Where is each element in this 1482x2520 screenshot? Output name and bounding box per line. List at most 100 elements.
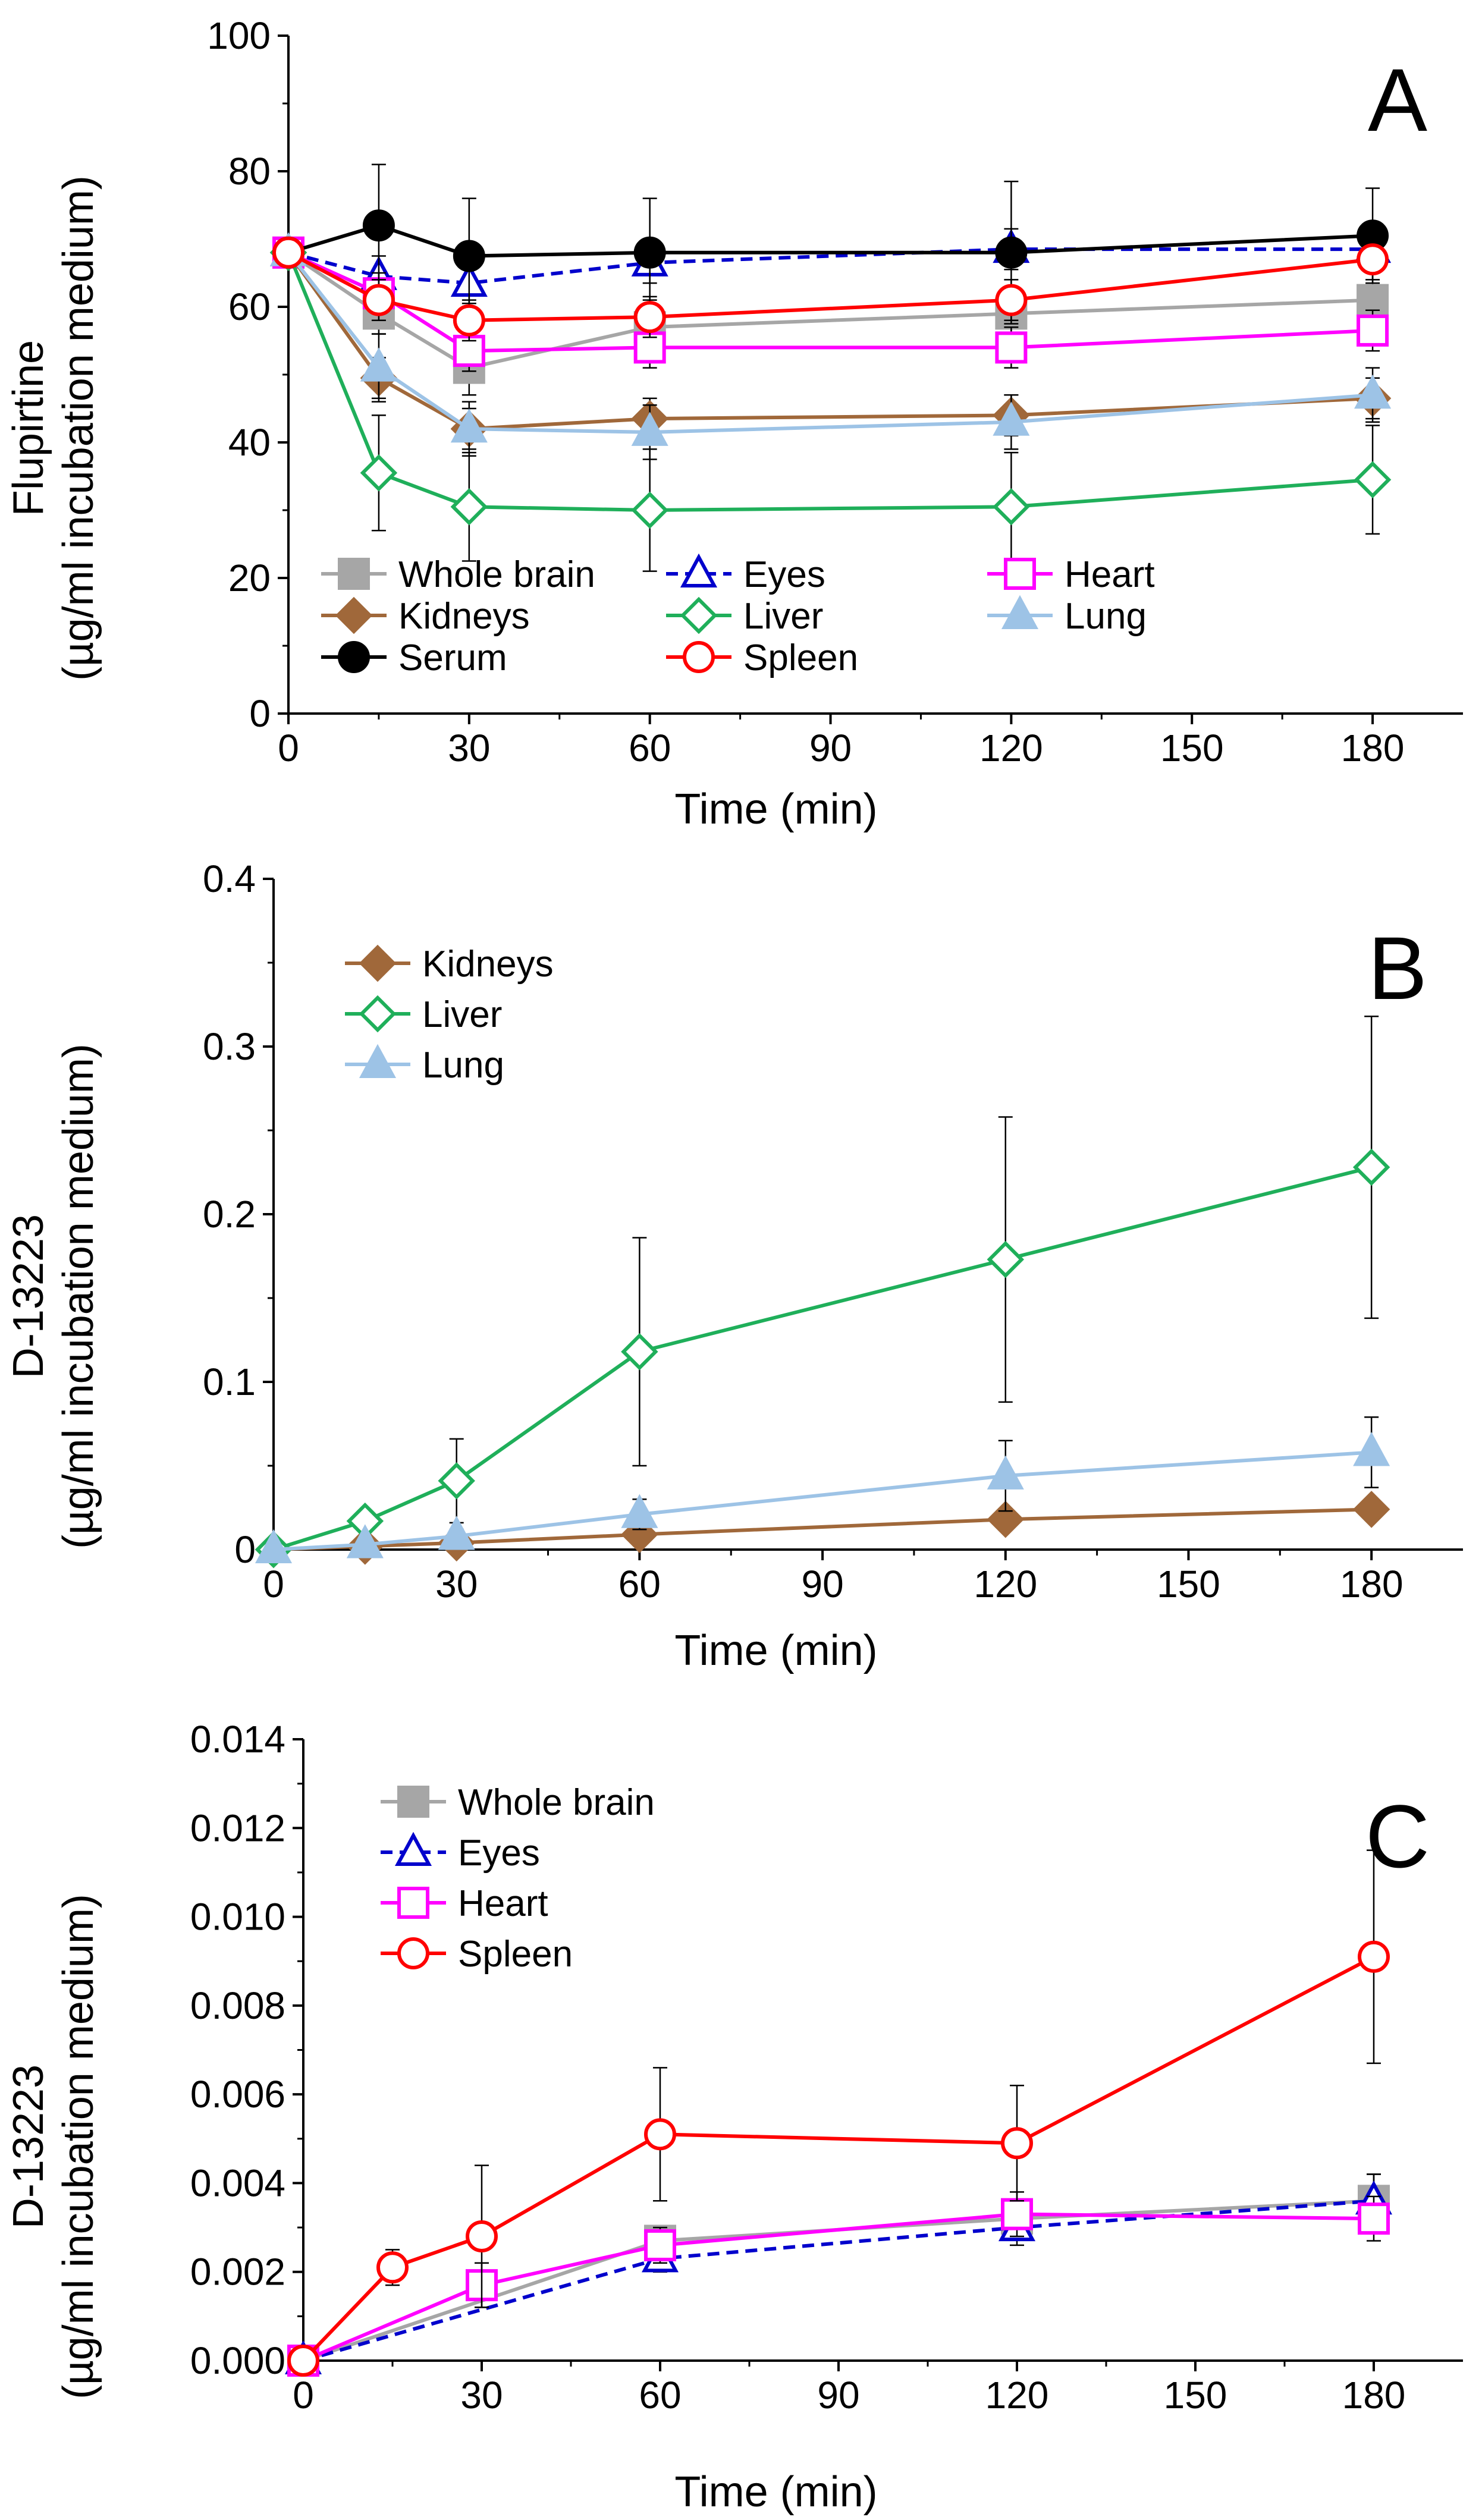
panel-a-series-serum-point [995,236,1028,269]
panel-a-series-kidneys-line [287,252,1373,431]
panel-a-legend-marker [683,641,715,673]
panel-a-series-lung-point [1354,374,1392,409]
panel-b-series-lung-point [438,1516,475,1550]
panel-a-x-tick-label: 180 [1341,727,1405,769]
panel-a-series-spleen-line [287,251,1373,322]
panel-c-y-tick-label: 0.004 [190,2161,285,2204]
panel-b-series-lung-line [273,1450,1372,1551]
panel-b-x-tick-label: 90 [801,1563,843,1605]
panel-a-legend-marker [1001,595,1039,629]
panel-c-y-tick-label: 0.010 [190,1896,285,1938]
panel-a-series-liver-line [287,252,1373,513]
panel-c-legend-item: Eyes [381,1831,540,1874]
panel-b-plot: 0 0.1 0.2 0.3 0.4 0 30 60 90 120 150 180 Kidneys Live… [203,857,1463,1605]
panel-c-series-spleen-point [1358,1940,1390,1973]
panel-a-xlabel: Time (min) [674,785,877,833]
panel-b-ylabel-line2: (µg/ml incubation medium) [55,1044,102,1549]
panel-b-x-tick-label: 60 [618,1563,661,1605]
panel-a-series-lung-point [993,401,1030,436]
panel-b-legend-label: Kidneys [422,944,554,985]
panel-a-legend-item: Liver [666,596,823,637]
panel-a-legend-marker [680,553,718,587]
panel-a-ylabel-line2: (µg/ml incubation medium) [55,175,102,681]
panel-b-series-lung-point [987,1455,1024,1490]
panel-a-legend-label: Heart [1065,554,1155,595]
panel-b-ylabel-line1: D-13223 [5,1214,52,1378]
panel-c-legend-label: Whole brain [458,1782,655,1823]
panel-a-series-lung-line [287,251,1373,434]
panel-b-x-tick-label: 120 [974,1563,1037,1605]
panel-a-legend-marker [1004,558,1036,590]
panel-a-y-tick-label: 100 [207,14,271,57]
panel-a-x-tick-label: 120 [979,727,1043,769]
panel-a-series-serum-point [362,209,395,242]
panel-c-y-tick-label: 0.006 [190,2073,285,2116]
panel-a-legend-item: Serum [321,637,507,678]
panel-b-legend-marker [359,995,397,1033]
panel-c-x-tick-label: 90 [817,2374,859,2417]
panel-c-series-heart-point [644,2229,676,2261]
panel-b-y-tick-label: 0.3 [203,1025,256,1068]
panel-a-series-spleen-point [272,236,304,269]
panel-a-legend: Whole brain Eyes Heart Kidneys Liver Lung Seru… [321,553,1155,678]
panel-b-x-tick-label: 0 [263,1563,284,1605]
panel-a-series-spleen-point [362,284,395,316]
panel-c-y-tick-label: 0.014 [190,1718,285,1761]
panel-c: D-13223 (µg/ml incubation medium) Time (… [5,1718,1463,2516]
panel-c-legend: Whole brain Eyes Heart Spleen [381,1782,655,1975]
panel-a-legend-marker [680,596,718,634]
panel-c-legend-item: Spleen [381,1934,573,1975]
panel-a-legend-label: Kidneys [398,596,530,637]
panel-b: D-13223 (µg/ml incubation medium) Time (… [5,857,1463,1674]
panel-a-legend-label: Whole brain [398,554,595,595]
panel-b-series-kidneys-point [987,1500,1025,1538]
panel-a-legend-item: Kidneys [321,596,530,637]
panel-a-series-serum-point [453,240,485,272]
panel-b-legend-marker [359,944,397,982]
panel-a-series-spleen-point [633,301,666,334]
panel-c-xlabel: Time (min) [674,2468,877,2516]
panel-a-series-lung-point [631,411,668,446]
panel-b-legend-marker [359,1044,397,1078]
panel-c-legend-label: Spleen [458,1934,573,1975]
panel-c-legend-marker [397,1786,429,1818]
panel-a-legend-item: Whole brain [321,554,595,595]
panel-c-series-heart-point [1358,2202,1390,2235]
panel-a-series-liver-point [993,488,1030,526]
panel-b-series-liver-point [438,1462,475,1500]
panel-c-ylabel-line2: (µg/ml incubation medium) [55,1894,102,2399]
panel-b-y-tick-label: 0.1 [203,1360,256,1403]
panel-b-series-liver-point [621,1333,658,1371]
panel-a-y-tick-label: 80 [228,150,271,193]
panel-c-series-heart-point [1001,2198,1033,2230]
panel-c-x-tick-label: 120 [985,2374,1049,2417]
panel-a-series-liver-point [631,491,668,529]
panel-a-x-tick-label: 90 [809,727,852,769]
panel-a-legend-item: Spleen [666,637,858,678]
panel-b-series-lung-point [621,1494,658,1528]
panel-a-series-serum-point [633,236,666,269]
panel-c-legend-label: Heart [458,1883,548,1924]
panel-c-x-tick-label: 150 [1164,2374,1227,2417]
panel-a-x-tick-label: 0 [278,727,299,769]
panel-a-legend-item: Eyes [666,553,825,595]
panel-b-x-tick-label: 180 [1340,1563,1403,1605]
panel-a-series-spleen-point [453,304,485,337]
panel-b-y-tick-label: 0 [234,1528,256,1571]
panel-c-legend-marker [394,1831,432,1866]
panel-c-y-tick-label: 0.002 [190,2251,285,2293]
panel-a-legend-label: Eyes [743,554,825,595]
panel-b-series-liver-point [987,1240,1025,1278]
panel-c-x-tick-label: 30 [460,2374,503,2417]
panel-b-series-lung [255,1416,1390,1563]
panel-a: Flupirtine (µg/ml incubation medium) Tim… [5,14,1463,833]
panel-a-series-spleen [272,236,1389,342]
panel-c-series-spleen-line [302,1955,1375,2362]
panel-a-series-lung-point [450,408,488,443]
panel-a-legend-marker [335,596,373,634]
panel-b-x-tick-label: 150 [1157,1563,1220,1605]
panel-c-series-spleen [287,1849,1390,2377]
panel-b-series-kidneys-point [1352,1491,1390,1528]
panel-b-series-lung-point [1353,1432,1390,1466]
